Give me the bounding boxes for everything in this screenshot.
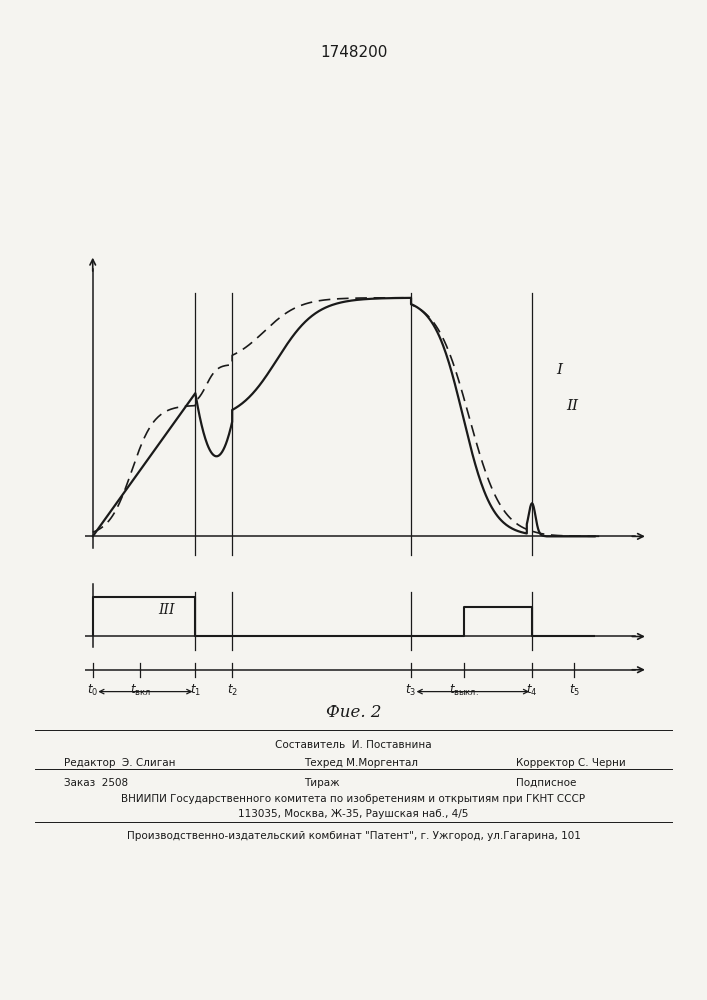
Text: $t_1$: $t_1$ — [189, 683, 201, 698]
Text: ВНИИПИ Государственного комитета по изобретениям и открытиям при ГКНТ СССР: ВНИИПИ Государственного комитета по изоб… — [122, 794, 585, 804]
Text: 113035, Москва, Ж-35, Раушская наб., 4/5: 113035, Москва, Ж-35, Раушская наб., 4/5 — [238, 809, 469, 819]
Text: $t_2$: $t_2$ — [227, 683, 238, 698]
Text: $t_5$: $t_5$ — [568, 683, 580, 698]
Text: Техред М.Моргентал: Техред М.Моргентал — [304, 758, 418, 768]
Text: I: I — [556, 363, 562, 377]
Text: Подписное: Подписное — [516, 778, 576, 788]
Text: Производственно-издательский комбинат "Патент", г. Ужгород, ул.Гагарина, 101: Производственно-издательский комбинат "П… — [127, 831, 580, 841]
Text: III: III — [158, 603, 175, 617]
Text: Составитель  И. Поставнина: Составитель И. Поставнина — [275, 740, 432, 750]
Text: II: II — [566, 399, 578, 413]
Text: Заказ  2508: Заказ 2508 — [64, 778, 128, 788]
Text: $t_0$: $t_0$ — [87, 683, 98, 698]
Text: $t_4$: $t_4$ — [527, 683, 538, 698]
Text: $t_{\rm вкл}$: $t_{\rm вкл}$ — [129, 683, 151, 698]
Text: $t_3$: $t_3$ — [406, 683, 416, 698]
Text: $t_{\rm выкл.}$: $t_{\rm выкл.}$ — [449, 683, 479, 698]
Text: Фие. 2: Фие. 2 — [326, 704, 381, 721]
Text: Редактор  Э. Слиган: Редактор Э. Слиган — [64, 758, 175, 768]
Text: Тираж: Тираж — [304, 778, 339, 788]
Text: 1748200: 1748200 — [320, 45, 387, 60]
Text: Корректор С. Черни: Корректор С. Черни — [516, 758, 626, 768]
